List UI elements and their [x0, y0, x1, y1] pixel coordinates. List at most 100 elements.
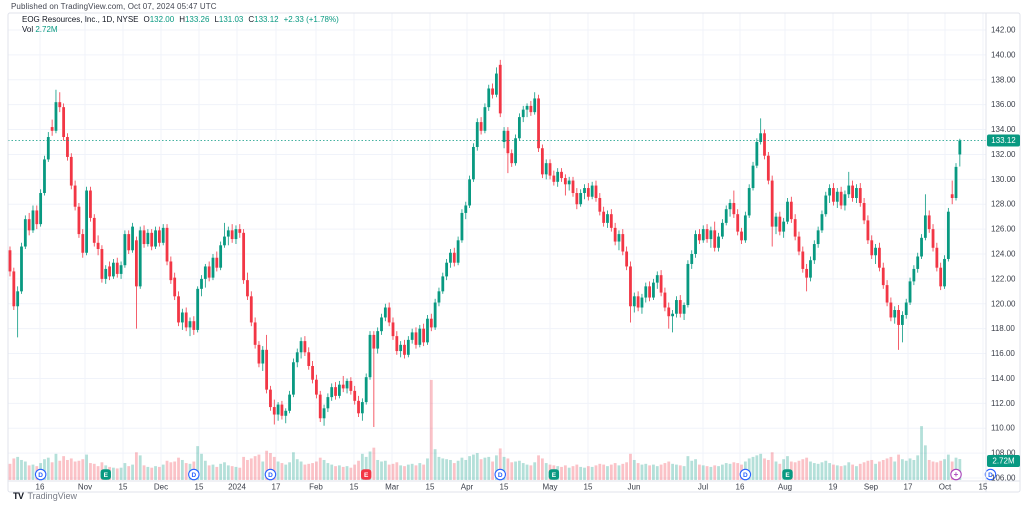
candle[interactable]	[644, 286, 648, 298]
candle[interactable]	[870, 240, 874, 256]
candle[interactable]	[322, 408, 326, 419]
candle[interactable]	[766, 155, 770, 181]
candle[interactable]	[104, 268, 108, 279]
candle[interactable]	[625, 251, 629, 267]
candle[interactable]	[418, 328, 422, 345]
candle[interactable]	[165, 227, 169, 262]
candle[interactable]	[544, 163, 548, 175]
candle[interactable]	[698, 234, 701, 241]
candle[interactable]	[835, 191, 839, 202]
candle[interactable]	[786, 201, 789, 222]
candle[interactable]	[828, 188, 832, 196]
candle[interactable]	[648, 286, 652, 298]
candle[interactable]	[575, 193, 579, 205]
candle[interactable]	[586, 188, 590, 197]
candle[interactable]	[636, 296, 640, 308]
candle[interactable]	[521, 109, 525, 118]
candle[interactable]	[269, 389, 272, 408]
price-axis[interactable]: 106.00 108.00 110.00 112.00 114.00 116.00 118.…	[991, 26, 1016, 483]
candle[interactable]	[920, 237, 923, 257]
candle[interactable]	[594, 185, 598, 198]
candle[interactable]	[395, 336, 399, 352]
candle[interactable]	[540, 148, 544, 175]
candle[interactable]	[874, 247, 877, 256]
candle[interactable]	[69, 156, 73, 186]
candle[interactable]	[590, 185, 594, 197]
candle[interactable]	[85, 190, 88, 253]
symbol-title[interactable]: EOG Resources, Inc., 1D, NYSE	[22, 15, 139, 24]
earnings-icon[interactable]	[548, 469, 560, 480]
candle[interactable]	[881, 267, 885, 286]
candle[interactable]	[115, 262, 119, 274]
candle[interactable]	[387, 307, 391, 323]
candle[interactable]	[433, 302, 437, 328]
candle[interactable]	[357, 400, 360, 414]
candle[interactable]	[429, 318, 433, 328]
candle[interactable]	[349, 380, 353, 391]
candle[interactable]	[249, 296, 253, 323]
candle[interactable]	[200, 278, 203, 289]
candle[interactable]	[246, 280, 249, 297]
candle[interactable]	[560, 171, 563, 179]
candle[interactable]	[563, 178, 567, 185]
candle[interactable]	[740, 231, 743, 241]
candle[interactable]	[211, 257, 215, 278]
candle[interactable]	[889, 302, 893, 318]
candle[interactable]	[426, 318, 429, 343]
dividend-icon[interactable]	[494, 468, 506, 481]
candle[interactable]	[112, 262, 115, 277]
candle[interactable]	[705, 229, 709, 240]
candle[interactable]	[334, 387, 337, 396]
candle[interactable]	[506, 130, 510, 154]
candle[interactable]	[629, 266, 632, 307]
candle[interactable]	[311, 366, 314, 380]
candle[interactable]	[632, 296, 636, 307]
candle[interactable]	[50, 127, 54, 131]
candle[interactable]	[96, 242, 100, 250]
candle[interactable]	[422, 328, 426, 343]
candle[interactable]	[299, 341, 303, 353]
candle[interactable]	[372, 334, 376, 349]
candle[interactable]	[824, 195, 828, 215]
earnings-icon[interactable]	[100, 469, 111, 480]
candle[interactable]	[743, 215, 747, 241]
candle[interactable]	[219, 245, 223, 268]
candle[interactable]	[303, 341, 307, 353]
candle[interactable]	[678, 300, 682, 314]
candle[interactable]	[157, 230, 161, 243]
candle[interactable]	[747, 188, 751, 216]
candle[interactable]	[234, 229, 238, 240]
earnings-icon[interactable]	[360, 469, 372, 480]
candle[interactable]	[525, 105, 529, 110]
candle[interactable]	[437, 291, 441, 303]
candle[interactable]	[751, 165, 755, 189]
candle[interactable]	[617, 234, 621, 242]
candles-layer[interactable]	[8, 59, 962, 427]
candle[interactable]	[916, 256, 920, 269]
candle[interactable]	[502, 130, 506, 142]
candle[interactable]	[380, 317, 383, 332]
candle[interactable]	[441, 276, 445, 292]
candle[interactable]	[180, 312, 184, 323]
candle[interactable]	[127, 234, 131, 251]
candle[interactable]	[203, 266, 207, 279]
candle[interactable]	[403, 344, 406, 355]
candle[interactable]	[169, 261, 173, 281]
candle[interactable]	[138, 230, 142, 287]
candle[interactable]	[100, 249, 104, 279]
candle[interactable]	[452, 252, 456, 263]
dividend-icon[interactable]	[188, 468, 200, 481]
candle[interactable]	[8, 250, 12, 272]
candle[interactable]	[445, 262, 449, 277]
candle[interactable]	[399, 344, 403, 352]
candle[interactable]	[659, 275, 663, 293]
dividend-icon[interactable]	[739, 468, 752, 481]
candle[interactable]	[341, 384, 345, 389]
candle[interactable]	[12, 271, 16, 307]
candle[interactable]	[472, 146, 475, 180]
candle[interactable]	[832, 188, 835, 202]
candle[interactable]	[272, 407, 276, 415]
candle[interactable]	[583, 188, 586, 194]
candle[interactable]	[479, 122, 483, 131]
candle[interactable]	[793, 219, 797, 237]
